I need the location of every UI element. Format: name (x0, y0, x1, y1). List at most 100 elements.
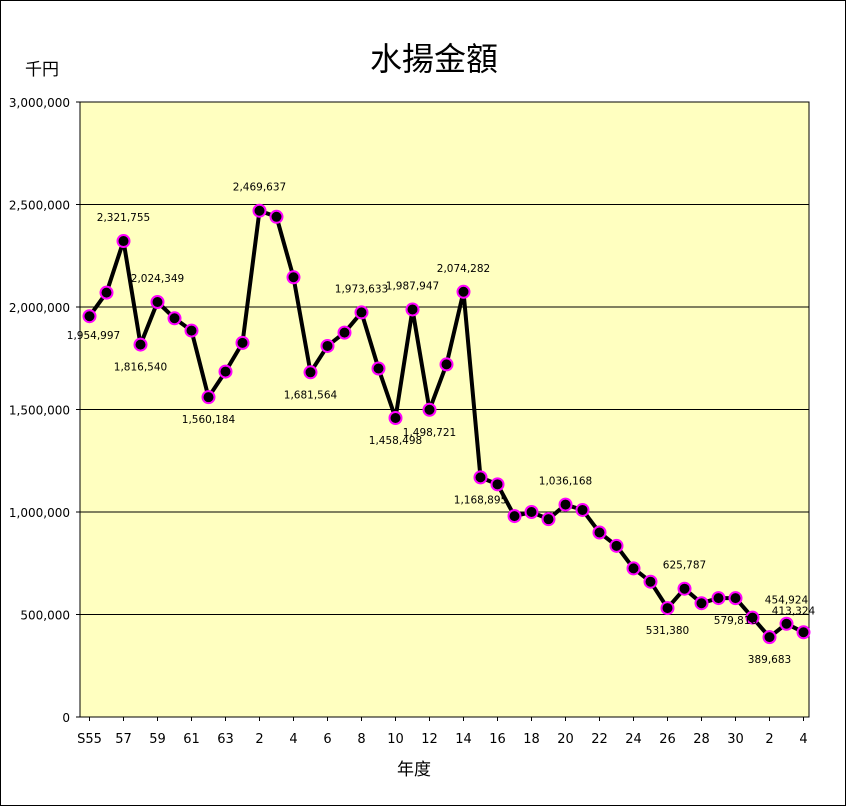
data-point (269, 209, 284, 224)
data-point (303, 365, 318, 380)
data-label: 389,683 (748, 654, 791, 666)
y-tick-label: 3,000,000 (9, 96, 70, 110)
data-point (541, 512, 556, 527)
x-tick-label: 2 (765, 732, 773, 747)
data-point (422, 402, 437, 417)
data-point (592, 525, 607, 540)
data-point (439, 357, 454, 372)
data-label-layer: 1,954,997 2,321,755 1,816,540 2,024,349 1,56… (67, 182, 816, 666)
data-point (575, 502, 590, 517)
data-point (694, 596, 709, 611)
x-tick-label: 26 (659, 732, 676, 747)
x-tick-label: 12 (421, 732, 438, 747)
data-point (82, 309, 97, 324)
data-point (490, 477, 505, 492)
data-label: 1,560,184 (182, 414, 236, 426)
data-point (235, 335, 250, 350)
x-tick-label: 16 (489, 732, 506, 747)
data-label: 454,924 (765, 595, 809, 607)
marker-layer (82, 203, 811, 645)
y-axis-label: 千円 (25, 60, 59, 80)
x-tick-label: 59 (149, 732, 166, 747)
data-label: 413,324 (772, 605, 816, 617)
y-tick-label: 1,500,000 (9, 404, 70, 418)
x-tick-label: 28 (693, 732, 710, 747)
grid-layer (76, 101, 809, 721)
data-label: 1,973,633 (335, 283, 388, 295)
data-point (507, 509, 522, 524)
data-label: 1,036,168 (539, 476, 592, 488)
data-point (201, 390, 216, 405)
x-tick-label: 4 (799, 732, 807, 747)
data-label: 579,818 (714, 615, 757, 627)
data-point (150, 295, 165, 310)
data-point (133, 337, 148, 352)
data-point (728, 591, 743, 606)
y-tick-label: 2,000,000 (9, 301, 70, 315)
data-point (660, 601, 675, 616)
data-label: 2,321,755 (97, 212, 150, 224)
data-point (779, 616, 794, 631)
x-tick-label: 57 (115, 732, 132, 747)
data-point (354, 305, 369, 320)
data-label: 1,458,498 (369, 435, 422, 447)
data-point (626, 561, 641, 576)
data-point (405, 302, 420, 317)
data-point (609, 538, 624, 553)
data-label: 1,954,997 (67, 330, 120, 342)
data-label: 1,168,895 (454, 494, 507, 506)
x-tick-label: 24 (625, 732, 642, 747)
data-label: 1,681,564 (284, 389, 338, 401)
data-point (711, 591, 726, 606)
data-point (99, 285, 114, 300)
data-label: 625,787 (663, 560, 706, 572)
data-point (167, 311, 182, 326)
data-point (796, 625, 811, 640)
data-point (337, 325, 352, 340)
chart-title: 水揚金額 (370, 40, 498, 78)
data-label: 2,074,282 (437, 263, 490, 275)
data-point (745, 610, 760, 625)
data-point (252, 203, 267, 218)
x-tick-label: 61 (183, 732, 200, 747)
x-tick-label: 6 (323, 732, 331, 747)
x-tick-label: 18 (523, 732, 540, 747)
data-point (558, 497, 573, 512)
data-point (116, 234, 131, 249)
x-tick-labels: S55 57 59 61 63 2 4 6 8 10 12 14 16 18 20 22 24 26 28 30 2 4 (77, 732, 808, 747)
x-tick-label: 20 (557, 732, 574, 747)
data-label: 2,024,349 (131, 273, 184, 285)
x-tick-label: 63 (217, 732, 234, 747)
data-point (371, 361, 386, 376)
x-tick-label: 4 (289, 732, 297, 747)
y-tick-labels: 0 500,000 1,000,000 1,500,000 2,000,000 2,500… (9, 96, 70, 725)
data-point (524, 505, 539, 519)
x-axis-label: 年度 (397, 760, 431, 780)
x-tick-label: 2 (255, 732, 263, 747)
x-tick-label: 10 (387, 732, 404, 747)
x-tick-label: S55 (77, 732, 102, 747)
data-point (184, 323, 199, 338)
data-point (320, 338, 335, 353)
data-point (286, 270, 301, 285)
data-label: 1,816,540 (114, 362, 167, 374)
x-tick-label: 14 (455, 732, 472, 747)
x-tick-label: 8 (357, 732, 365, 747)
data-point (677, 581, 692, 596)
data-point (762, 630, 777, 645)
data-label: 1,987,947 (386, 280, 439, 292)
x-tick-label: 30 (727, 732, 744, 747)
data-point (473, 470, 488, 485)
data-label: 2,469,637 (233, 182, 286, 194)
y-tick-label: 2,500,000 (9, 199, 70, 213)
data-point (643, 574, 658, 589)
y-tick-label: 500,000 (20, 609, 70, 623)
data-label: 531,380 (646, 625, 689, 637)
data-point (218, 364, 233, 379)
data-point (456, 284, 471, 299)
y-tick-label: 0 (62, 711, 70, 725)
x-tick-label: 22 (591, 732, 608, 747)
y-tick-label: 1,000,000 (9, 506, 70, 520)
data-label: 1,498,721 (403, 427, 456, 439)
